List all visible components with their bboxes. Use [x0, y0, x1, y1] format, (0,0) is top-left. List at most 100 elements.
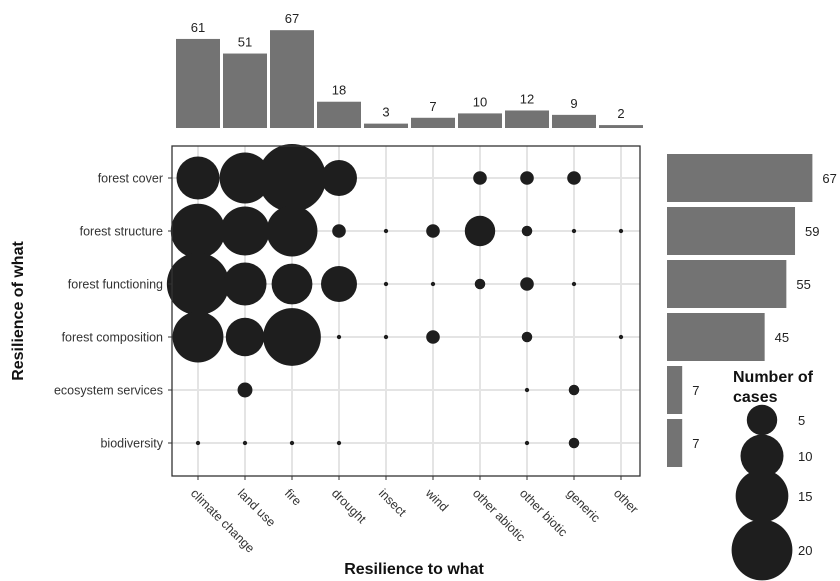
x-tick-land-use: land use — [235, 486, 278, 529]
top-marginal-bars: 61 51 67 18 3 7 10 12 9 2 — [176, 11, 643, 128]
right-bar-ecosystem-services — [667, 366, 683, 414]
bubble-biodiversity-climate-change — [195, 440, 201, 446]
bubble-forest-composition-wind — [426, 330, 440, 344]
bubble-ecosystem-services-land-use — [237, 382, 253, 398]
legend-bubble-10 — [740, 434, 784, 478]
legend-label-10: 10 — [798, 449, 812, 464]
top-bar-other — [599, 125, 643, 128]
bubble-forest-functioning-other-biotic — [520, 277, 534, 291]
legend-bubble-20 — [731, 519, 793, 581]
top-bar-label-insect: 3 — [382, 105, 389, 120]
top-bar-climate-change — [176, 38, 220, 128]
y-axis-title: Resilience of what — [10, 241, 27, 381]
right-bar-label-ecosystem-services: 7 — [692, 383, 699, 398]
x-tick-drought: drought — [329, 486, 369, 526]
right-bar-forest-structure — [667, 207, 796, 255]
x-tick-fire: fire — [282, 486, 304, 508]
legend-label-20: 20 — [798, 543, 812, 558]
right-bar-label-forest-cover: 67 — [822, 171, 836, 186]
legend-bubble-15 — [735, 469, 789, 523]
right-bar-forest-functioning — [667, 260, 787, 308]
bubble-forest-composition-fire — [263, 308, 321, 366]
x-tick-other: other — [611, 486, 641, 516]
top-bar-generic — [552, 114, 596, 128]
bubble-forest-cover-land-use — [219, 152, 271, 204]
right-marginal-bars: 67 59 55 45 7 7 — [667, 154, 837, 467]
y-tick-forest-functioning: forest functioning — [68, 278, 163, 292]
bubble-forest-functioning-generic — [571, 281, 577, 287]
x-axis-title: Resilience to what — [344, 561, 484, 578]
bubble-ecosystem-services-generic — [568, 384, 580, 396]
bubble-forest-composition-drought — [336, 334, 342, 340]
right-bar-forest-composition — [667, 313, 765, 361]
bubble-forest-composition-climate-change — [172, 311, 224, 363]
bubble-forest-cover-drought — [321, 160, 357, 196]
y-tick-forest-structure: forest structure — [80, 225, 163, 239]
legend-title-line2: cases — [733, 389, 778, 406]
bubble-biodiversity-other-biotic — [524, 440, 530, 446]
bubble-biodiversity-generic — [568, 437, 580, 449]
top-bar-label-other: 2 — [617, 106, 624, 121]
top-bar-label-wind: 7 — [429, 99, 436, 114]
bubble-forest-functioning-wind — [430, 281, 436, 287]
bubble-forest-composition-other — [618, 334, 624, 340]
bubble-forest-structure-land-use — [220, 206, 270, 256]
bubble-forest-cover-other-biotic — [520, 171, 534, 185]
size-legend: Number of cases 5 10 15 20 — [731, 369, 814, 581]
x-tick-wind: wind — [422, 486, 451, 515]
right-bar-label-forest-functioning: 55 — [796, 277, 810, 292]
bubble-forest-functioning-climate-change — [166, 252, 230, 316]
top-bar-label-drought: 18 — [332, 83, 346, 98]
bubble-forest-cover-other-abiotic — [473, 171, 487, 185]
right-bar-label-biodiversity: 7 — [692, 436, 699, 451]
right-bar-label-forest-structure: 59 — [805, 224, 819, 239]
bubble-forest-structure-climate-change — [170, 203, 226, 259]
y-axis-ticks: forest cover forest structure forest funct… — [54, 172, 172, 451]
top-bar-insect — [364, 123, 408, 128]
bubble-biodiversity-fire — [289, 440, 295, 446]
top-bar-other-abiotic — [458, 113, 502, 128]
bubble-forest-functioning-drought — [321, 266, 357, 302]
bubble-forest-composition-land-use — [225, 317, 265, 357]
bubble-forest-structure-generic — [571, 228, 577, 234]
x-tick-insect: insect — [376, 486, 409, 519]
legend-title-line1: Number of — [733, 369, 814, 386]
y-tick-forest-cover: forest cover — [98, 172, 163, 186]
bubble-forest-structure-wind — [426, 224, 440, 238]
bubble-forest-structure-fire — [266, 205, 318, 257]
bubble-forest-functioning-other-abiotic — [474, 278, 486, 290]
bubble-forest-cover-fire — [258, 144, 326, 212]
top-bar-label-fire: 67 — [285, 11, 299, 26]
legend-bubble-5 — [746, 404, 778, 436]
top-bar-fire — [270, 30, 314, 128]
y-tick-biodiversity: biodiversity — [100, 437, 163, 451]
bubble-layer — [166, 144, 624, 449]
top-bar-land-use — [223, 53, 267, 128]
top-bar-label-other-biotic: 12 — [520, 91, 534, 106]
top-bar-label-climate-change: 61 — [191, 20, 205, 35]
bubble-forest-structure-other — [618, 228, 624, 234]
bubble-ecosystem-services-other-biotic — [524, 387, 530, 393]
bubble-forest-functioning-fire — [271, 263, 313, 305]
bubble-forest-composition-insect — [383, 334, 389, 340]
top-bar-label-generic: 9 — [570, 96, 577, 111]
bubble-forest-functioning-insect — [383, 281, 389, 287]
right-bar-biodiversity — [667, 419, 683, 467]
bubble-forest-cover-generic — [567, 171, 581, 185]
bubble-forest-structure-other-biotic — [521, 225, 533, 237]
top-bar-label-land-use: 51 — [238, 35, 252, 50]
top-bar-wind — [411, 117, 455, 128]
y-tick-ecosystem-services: ecosystem services — [54, 384, 163, 398]
top-bar-other-biotic — [505, 110, 549, 128]
bubble-biodiversity-land-use — [242, 440, 248, 446]
bubble-biodiversity-drought — [336, 440, 342, 446]
legend-label-5: 5 — [798, 413, 805, 428]
right-bar-forest-cover — [667, 154, 813, 202]
bubble-forest-structure-insect — [383, 228, 389, 234]
panel-border — [171, 145, 641, 477]
bubble-forest-composition-other-biotic — [521, 331, 533, 343]
bubble-forest-structure-drought — [332, 224, 346, 238]
bubble-forest-cover-climate-change — [176, 156, 220, 200]
